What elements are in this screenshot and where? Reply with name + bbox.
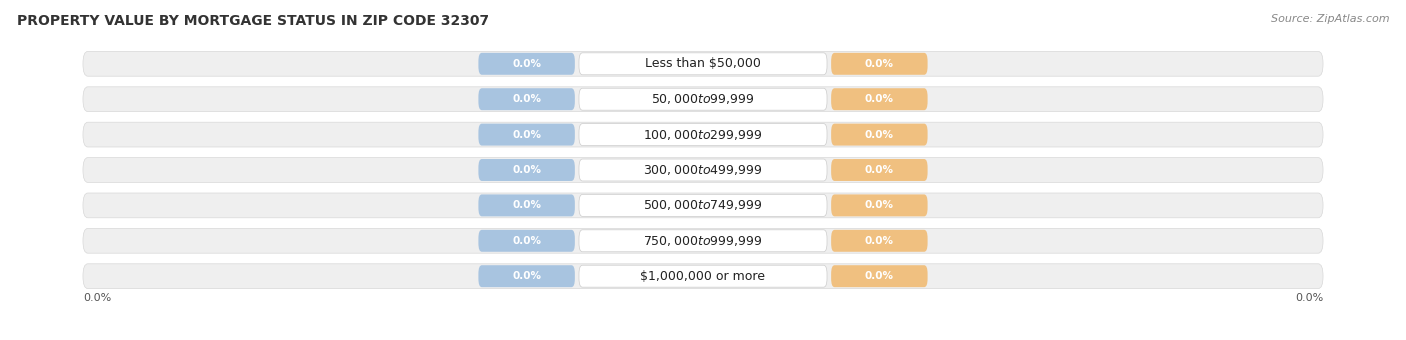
Text: 0.0%: 0.0% [865, 200, 894, 210]
FancyBboxPatch shape [83, 51, 1323, 76]
Text: 0.0%: 0.0% [865, 94, 894, 104]
Text: 0.0%: 0.0% [1295, 293, 1323, 303]
FancyBboxPatch shape [478, 159, 575, 181]
Text: 0.0%: 0.0% [865, 271, 894, 281]
FancyBboxPatch shape [478, 124, 575, 146]
Text: Less than $50,000: Less than $50,000 [645, 57, 761, 70]
Text: $750,000 to $999,999: $750,000 to $999,999 [644, 234, 762, 248]
Text: $50,000 to $99,999: $50,000 to $99,999 [651, 92, 755, 106]
FancyBboxPatch shape [579, 265, 827, 287]
Text: 0.0%: 0.0% [512, 94, 541, 104]
Text: 0.0%: 0.0% [512, 130, 541, 140]
Text: 0.0%: 0.0% [83, 293, 111, 303]
FancyBboxPatch shape [83, 193, 1323, 218]
FancyBboxPatch shape [83, 87, 1323, 112]
FancyBboxPatch shape [478, 265, 575, 287]
FancyBboxPatch shape [478, 53, 575, 75]
FancyBboxPatch shape [579, 159, 827, 181]
FancyBboxPatch shape [83, 122, 1323, 147]
FancyBboxPatch shape [83, 264, 1323, 289]
FancyBboxPatch shape [579, 194, 827, 216]
FancyBboxPatch shape [478, 88, 575, 110]
Text: 0.0%: 0.0% [512, 59, 541, 69]
Text: Source: ZipAtlas.com: Source: ZipAtlas.com [1271, 14, 1389, 23]
Text: 0.0%: 0.0% [512, 271, 541, 281]
Text: $300,000 to $499,999: $300,000 to $499,999 [644, 163, 762, 177]
FancyBboxPatch shape [831, 194, 928, 216]
Text: 0.0%: 0.0% [865, 130, 894, 140]
FancyBboxPatch shape [831, 88, 928, 110]
Text: $1,000,000 or more: $1,000,000 or more [641, 270, 765, 283]
FancyBboxPatch shape [478, 194, 575, 216]
FancyBboxPatch shape [831, 53, 928, 75]
FancyBboxPatch shape [83, 158, 1323, 182]
Text: 0.0%: 0.0% [512, 236, 541, 246]
FancyBboxPatch shape [831, 230, 928, 252]
FancyBboxPatch shape [83, 228, 1323, 253]
FancyBboxPatch shape [831, 124, 928, 146]
FancyBboxPatch shape [579, 124, 827, 146]
Text: $100,000 to $299,999: $100,000 to $299,999 [644, 128, 762, 141]
Text: $500,000 to $749,999: $500,000 to $749,999 [644, 199, 762, 212]
Text: 0.0%: 0.0% [865, 165, 894, 175]
FancyBboxPatch shape [831, 159, 928, 181]
FancyBboxPatch shape [579, 230, 827, 252]
FancyBboxPatch shape [478, 230, 575, 252]
Text: 0.0%: 0.0% [512, 165, 541, 175]
Text: 0.0%: 0.0% [865, 59, 894, 69]
Text: 0.0%: 0.0% [865, 236, 894, 246]
Text: PROPERTY VALUE BY MORTGAGE STATUS IN ZIP CODE 32307: PROPERTY VALUE BY MORTGAGE STATUS IN ZIP… [17, 14, 489, 28]
FancyBboxPatch shape [579, 88, 827, 110]
FancyBboxPatch shape [831, 265, 928, 287]
Text: 0.0%: 0.0% [512, 200, 541, 210]
FancyBboxPatch shape [579, 53, 827, 75]
